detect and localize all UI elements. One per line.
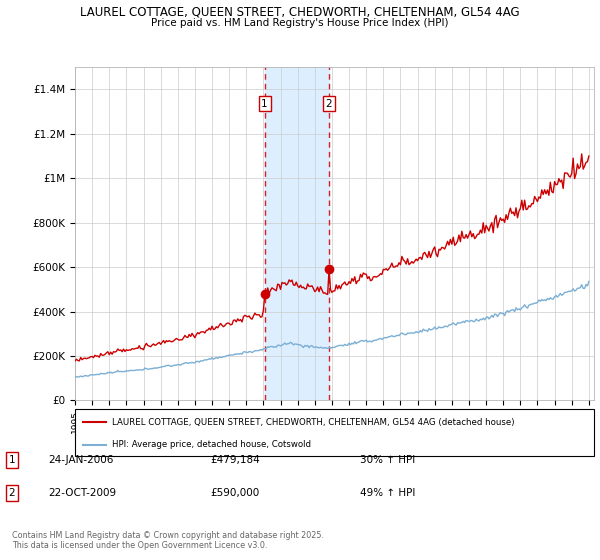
- Text: 1: 1: [8, 455, 16, 465]
- Text: 24-JAN-2006: 24-JAN-2006: [48, 455, 113, 465]
- Text: 1: 1: [262, 99, 268, 109]
- Text: HPI: Average price, detached house, Cotswold: HPI: Average price, detached house, Cots…: [112, 440, 311, 449]
- Bar: [265, 67, 329, 400]
- Text: 2: 2: [8, 488, 16, 498]
- Text: LAUREL COTTAGE, QUEEN STREET, CHEDWORTH, CHELTENHAM, GL54 4AG (detached house): LAUREL COTTAGE, QUEEN STREET, CHEDWORTH,…: [112, 418, 515, 427]
- Text: 2: 2: [325, 99, 332, 109]
- Text: Contains HM Land Registry data © Crown copyright and database right 2025.
This d: Contains HM Land Registry data © Crown c…: [12, 531, 324, 550]
- Text: £590,000: £590,000: [210, 488, 259, 498]
- Text: LAUREL COTTAGE, QUEEN STREET, CHEDWORTH, CHELTENHAM, GL54 4AG: LAUREL COTTAGE, QUEEN STREET, CHEDWORTH,…: [80, 6, 520, 18]
- Text: 49% ↑ HPI: 49% ↑ HPI: [360, 488, 415, 498]
- Text: Price paid vs. HM Land Registry's House Price Index (HPI): Price paid vs. HM Land Registry's House …: [151, 18, 449, 28]
- Text: 30% ↑ HPI: 30% ↑ HPI: [360, 455, 415, 465]
- Text: 22-OCT-2009: 22-OCT-2009: [48, 488, 116, 498]
- Text: £479,184: £479,184: [210, 455, 260, 465]
